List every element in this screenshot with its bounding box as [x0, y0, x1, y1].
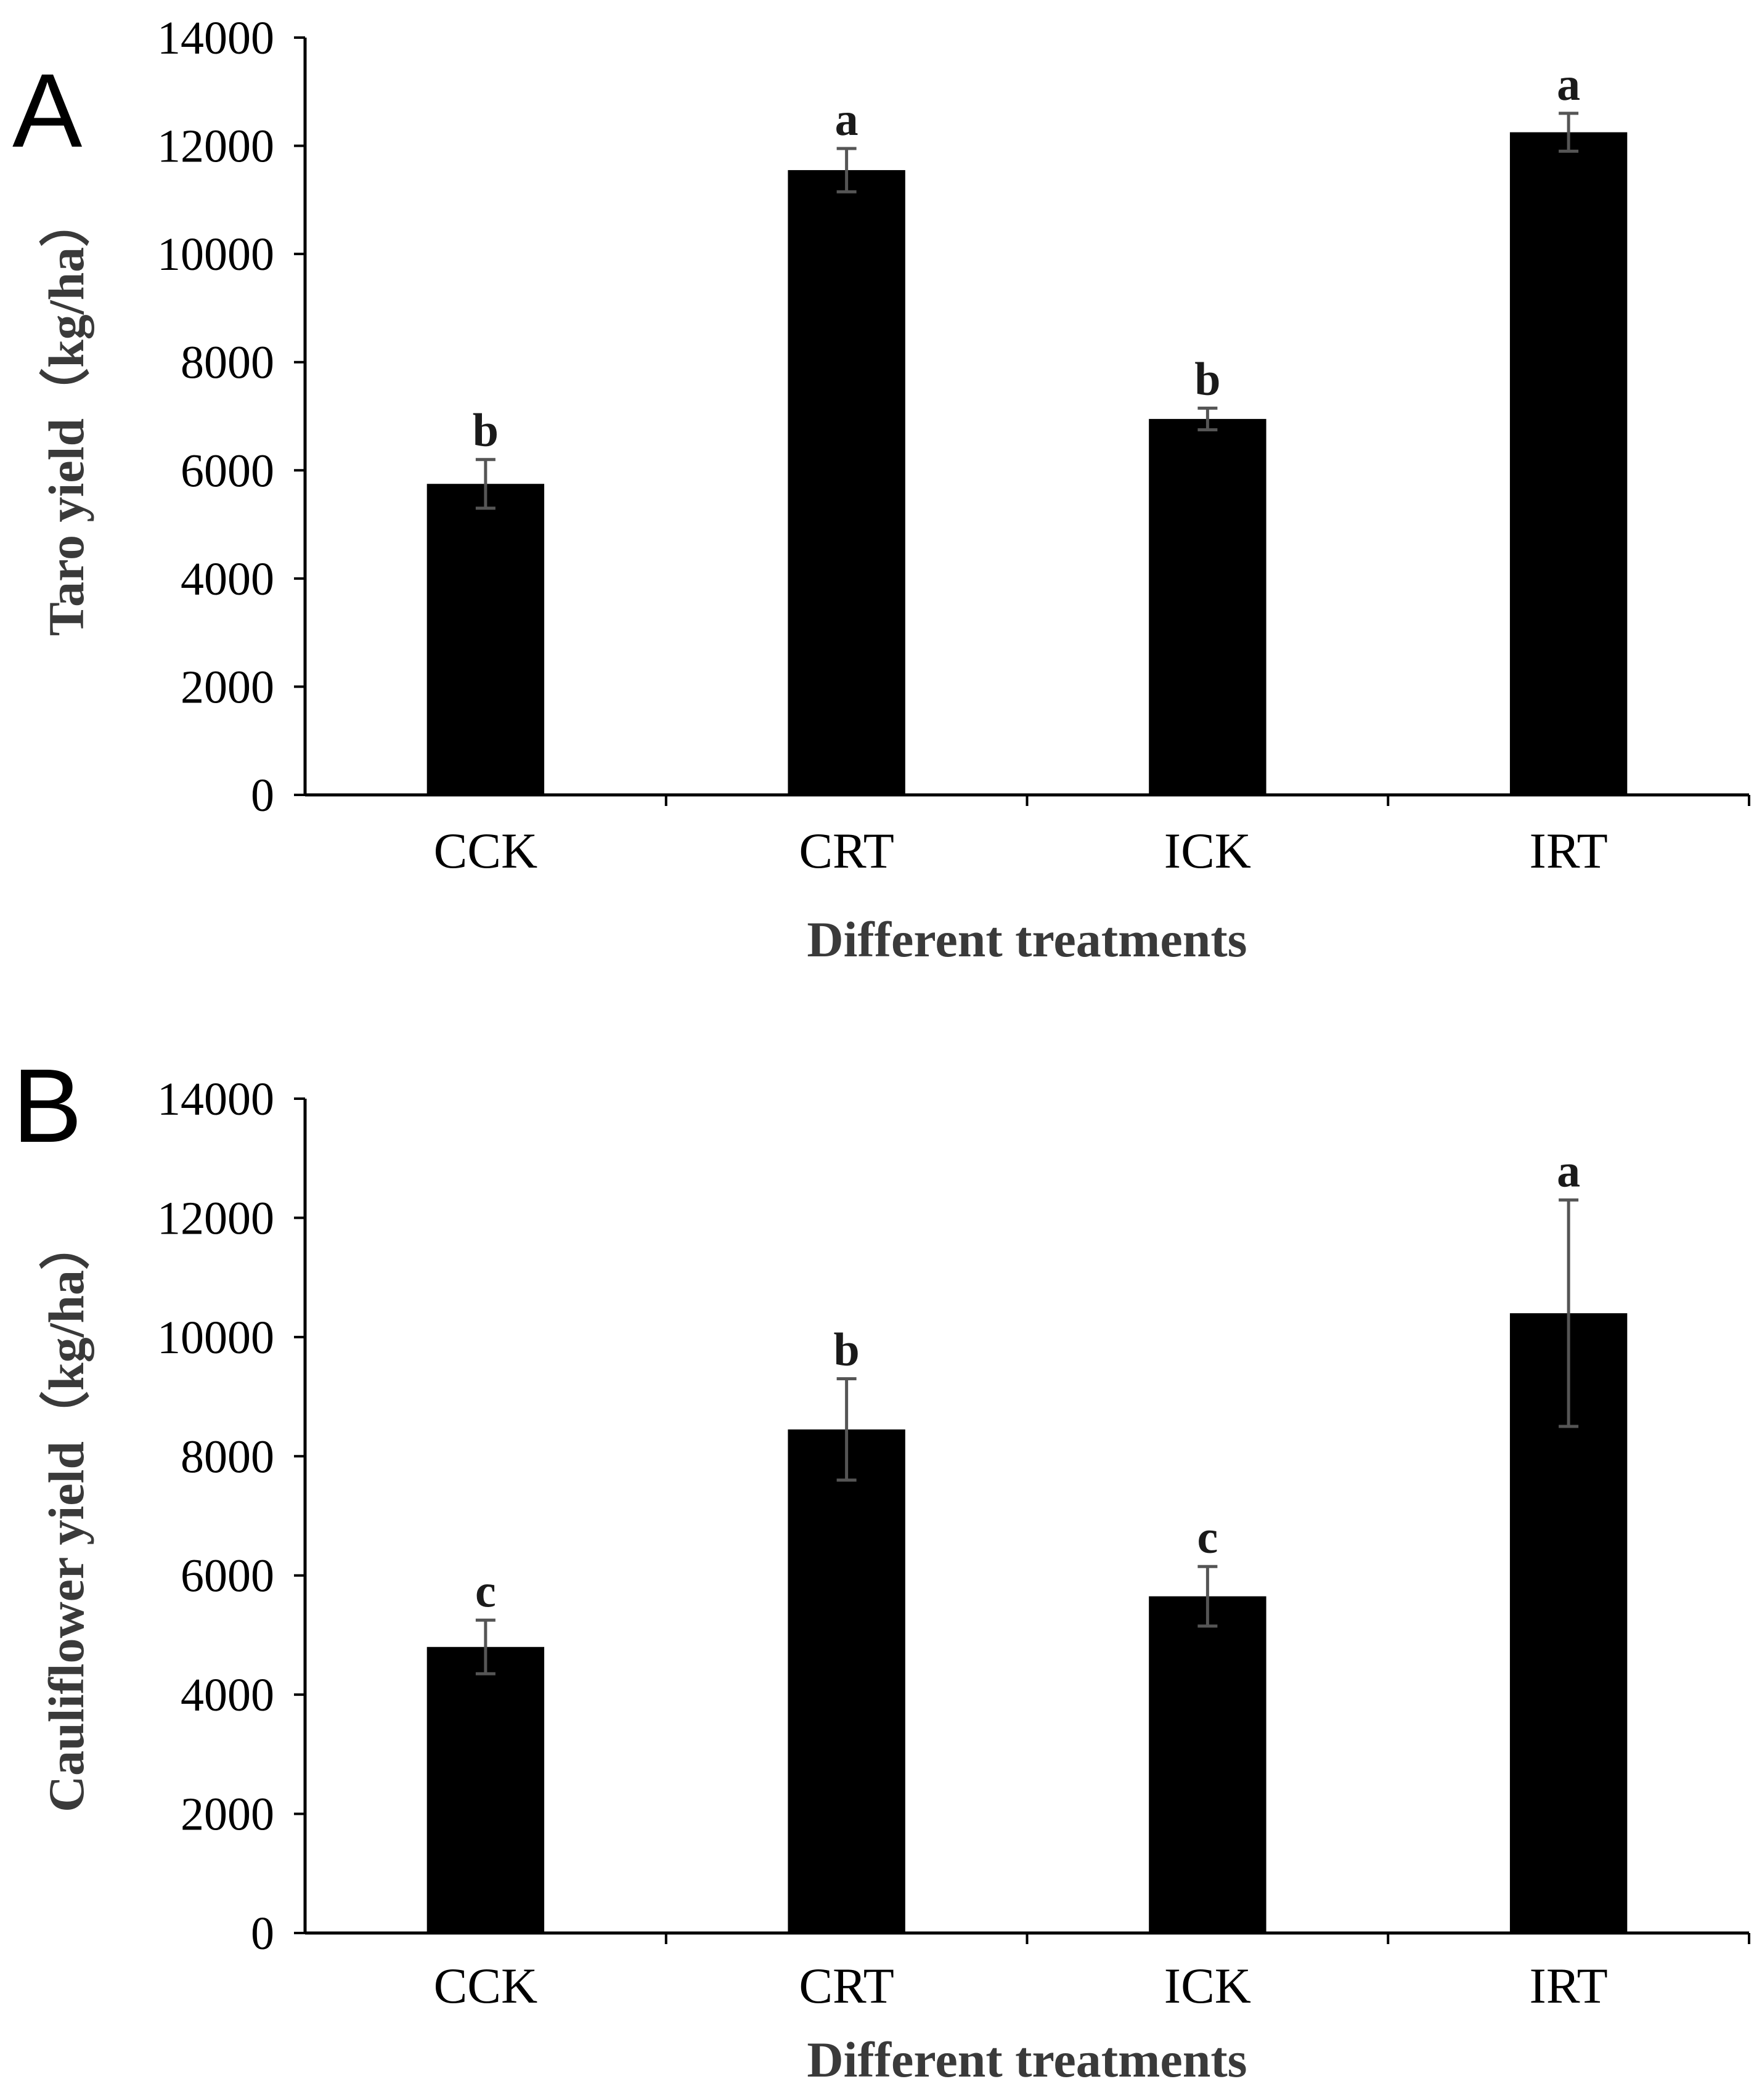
y-tick-label: 2000 [181, 661, 274, 713]
y-tick-label: 4000 [181, 1669, 274, 1721]
bar-crt [788, 170, 905, 795]
category-label: IRT [1530, 1958, 1608, 2014]
y-tick-label: 0 [251, 1908, 274, 1960]
y-tick-label: 6000 [181, 1550, 274, 1602]
category-label: ICK [1164, 823, 1251, 879]
category-label: IRT [1530, 823, 1608, 879]
y-tick-label: 14000 [157, 12, 274, 64]
x-axis-title: Different treatments [807, 2032, 1247, 2088]
significance-letter: c [475, 1565, 496, 1617]
y-tick-label: 8000 [181, 337, 274, 389]
significance-letter: b [473, 405, 499, 457]
bar-irt [1509, 132, 1628, 795]
significance-letter: b [1194, 353, 1220, 405]
category-label: CRT [799, 1958, 894, 2014]
y-tick-label: 12000 [157, 1192, 274, 1244]
y-tick-label: 8000 [181, 1431, 274, 1483]
significance-letter: a [1557, 1145, 1580, 1197]
category-label: CCK [434, 823, 538, 879]
significance-letter: b [833, 1324, 859, 1376]
bar-crt [788, 1429, 905, 1933]
y-axis-title: Taro yield（kg/ha） [38, 197, 94, 636]
significance-letter: c [1197, 1512, 1218, 1563]
panel-letter: A [12, 52, 83, 169]
bar-cck [426, 484, 545, 795]
x-axis-title: Different treatments [807, 911, 1247, 967]
y-tick-label: 10000 [157, 1312, 274, 1364]
category-label: CRT [799, 823, 894, 879]
y-tick-label: 6000 [181, 445, 274, 497]
y-tick-label: 12000 [157, 121, 274, 173]
panel-a: A 0 2000 4000 6000 8000 10000 12000 14000 b CCK a CR… [12, 12, 1750, 967]
significance-letter: a [835, 94, 859, 145]
bar-ick [1149, 1596, 1266, 1933]
y-tick-label: 0 [251, 770, 274, 821]
y-axis-title: Cauliflower yield（kg/ha） [38, 1219, 94, 1812]
y-tick-label: 2000 [181, 1789, 274, 1841]
bar-cck [426, 1646, 545, 1933]
y-tick-label: 10000 [157, 229, 274, 280]
category-label: CCK [434, 1958, 538, 2014]
panel-b: B 0 2000 4000 6000 8000 10000 12000 14000 c CCK b CR… [12, 1048, 1750, 2088]
y-tick-label: 14000 [157, 1073, 274, 1125]
y-tick-label: 4000 [181, 553, 274, 605]
category-label: ICK [1164, 1958, 1251, 2014]
bar-ick [1149, 418, 1266, 795]
significance-letter: a [1557, 59, 1580, 110]
panel-letter: B [12, 1048, 82, 1165]
